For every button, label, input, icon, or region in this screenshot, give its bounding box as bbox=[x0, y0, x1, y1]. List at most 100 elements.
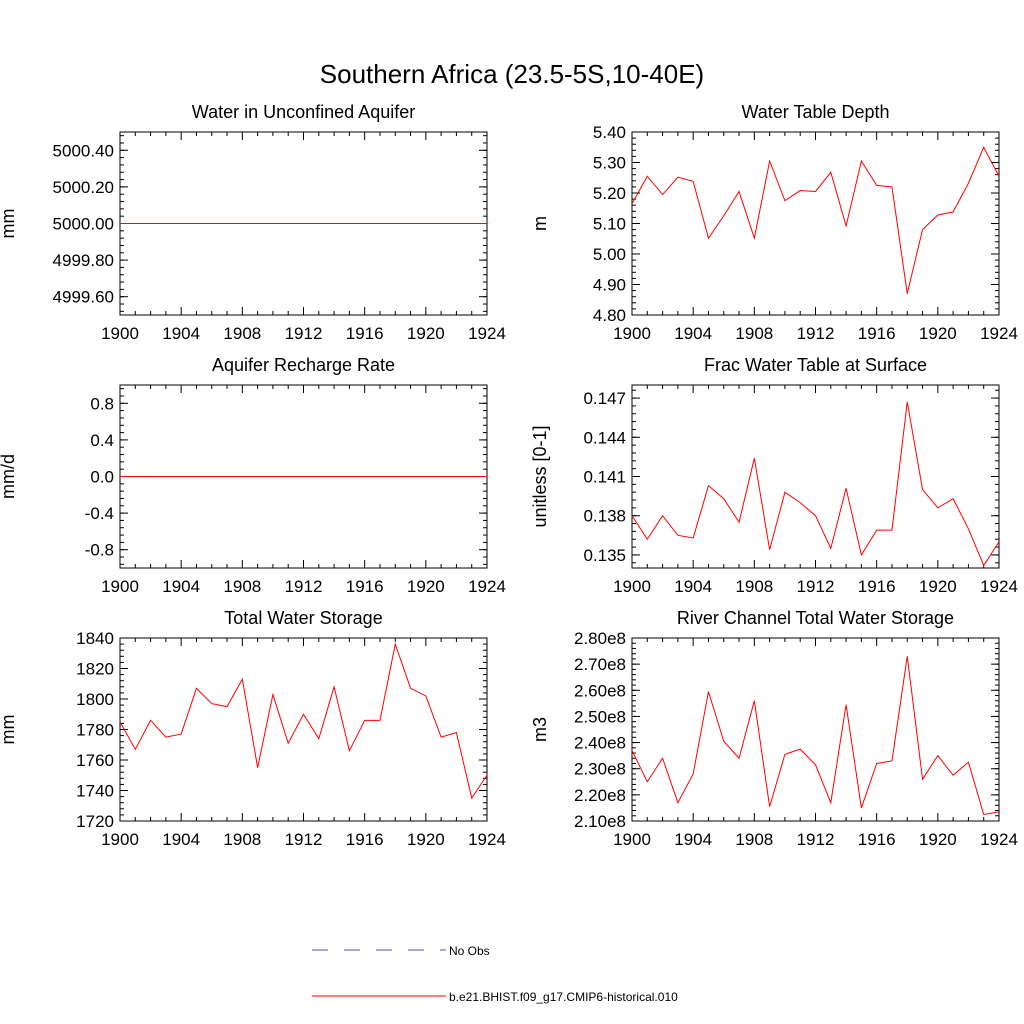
river-channel-total-water-storage-xtick-label: 1900 bbox=[613, 830, 651, 849]
water-in-unconfined-aquifer-xtick-label: 1908 bbox=[223, 324, 261, 343]
river-channel-total-water-storage-title: River Channel Total Water Storage bbox=[677, 608, 954, 628]
frac-water-table-at-surface-xtick-label: 1900 bbox=[613, 577, 651, 596]
water-in-unconfined-aquifer-xtick-label: 1924 bbox=[468, 324, 506, 343]
river-channel-total-water-storage-xtick-label: 1908 bbox=[735, 830, 773, 849]
total-water-storage-xtick-label: 1900 bbox=[101, 830, 139, 849]
water-table-depth-ytick-label: 5.30 bbox=[593, 154, 626, 173]
water-table-depth-ylabel: m bbox=[530, 216, 550, 231]
total-water-storage-ytick-label: 1760 bbox=[76, 751, 114, 770]
total-water-storage-ytick-label: 1820 bbox=[76, 660, 114, 679]
total-water-storage-frame bbox=[119, 637, 488, 822]
frac-water-table-at-surface-xtick-label: 1924 bbox=[980, 577, 1018, 596]
aquifer-recharge-rate-ytick-label: 0.4 bbox=[90, 431, 114, 450]
frac-water-table-at-surface-ytick-label: 0.135 bbox=[583, 546, 626, 565]
total-water-storage-ytick-label: 1800 bbox=[76, 690, 114, 709]
water-table-depth-ytick-label: 4.80 bbox=[593, 306, 626, 325]
aquifer-recharge-rate-xtick-label: 1920 bbox=[407, 577, 445, 596]
water-table-depth-xtick-label: 1904 bbox=[674, 324, 712, 343]
panel-frac-water-table-at-surface: Frac Water Table at Surface 1900 1904 1908 1… bbox=[530, 355, 1018, 596]
total-water-storage-xtick-label: 1920 bbox=[407, 830, 445, 849]
river-channel-total-water-storage-xtick-label: 1924 bbox=[980, 830, 1018, 849]
water-table-depth-xtick-label: 1912 bbox=[797, 324, 835, 343]
water-in-unconfined-aquifer-ylabel: mm bbox=[0, 209, 18, 239]
total-water-storage-ytick-label: 1780 bbox=[76, 721, 114, 740]
total-water-storage-xtick-label: 1908 bbox=[223, 830, 261, 849]
aquifer-recharge-rate-xtick-label: 1916 bbox=[346, 577, 384, 596]
river-channel-total-water-storage-frame bbox=[631, 637, 1000, 822]
panel-river-channel-total-water-storage: River Channel Total Water Storage 1900 190… bbox=[530, 608, 1018, 849]
total-water-storage-series-line bbox=[119, 642, 488, 800]
water-in-unconfined-aquifer-ytick-label: 4999.60 bbox=[53, 288, 114, 307]
panels: Water in Unconfined Aquifer 1900 1904 1908 1… bbox=[0, 102, 1018, 849]
water-table-depth-frame bbox=[631, 131, 1000, 316]
water-in-unconfined-aquifer-title: Water in Unconfined Aquifer bbox=[192, 102, 415, 122]
water-in-unconfined-aquifer-ytick-label: 5000.00 bbox=[53, 215, 114, 234]
water-table-depth-title: Water Table Depth bbox=[741, 102, 889, 122]
frac-water-table-at-surface-series-line bbox=[631, 401, 1000, 567]
river-channel-total-water-storage-ytick-label: 2.80e8 bbox=[574, 629, 626, 648]
water-table-depth-xtick-label: 1920 bbox=[919, 324, 957, 343]
aquifer-recharge-rate-ylabel: mm/d bbox=[0, 454, 18, 499]
water-in-unconfined-aquifer-ytick-label: 4999.80 bbox=[53, 251, 114, 270]
river-channel-total-water-storage-ytick-label: 2.20e8 bbox=[574, 786, 626, 805]
frac-water-table-at-surface-xtick-label: 1920 bbox=[919, 577, 957, 596]
frac-water-table-at-surface-xtick-label: 1912 bbox=[797, 577, 835, 596]
river-channel-total-water-storage-ylabel: m3 bbox=[530, 717, 550, 742]
aquifer-recharge-rate-xtick-label: 1900 bbox=[101, 577, 139, 596]
water-table-depth-xtick-label: 1924 bbox=[980, 324, 1018, 343]
water-table-depth-xtick-label: 1916 bbox=[858, 324, 896, 343]
total-water-storage-ylabel: mm bbox=[0, 715, 18, 745]
legend: No Obs b.e21.BHIST.f09_g17.CMIP6-historic… bbox=[312, 944, 678, 1004]
water-in-unconfined-aquifer-xtick-label: 1920 bbox=[407, 324, 445, 343]
aquifer-recharge-rate-xtick-label: 1904 bbox=[162, 577, 200, 596]
river-channel-total-water-storage-ytick-label: 2.30e8 bbox=[574, 760, 626, 779]
frac-water-table-at-surface-ylabel: unitless [0-1] bbox=[530, 425, 550, 527]
aquifer-recharge-rate-xtick-label: 1924 bbox=[468, 577, 506, 596]
panel-total-water-storage: Total Water Storage 1900 1904 1908 1912 1916 1… bbox=[0, 608, 506, 849]
water-table-depth-xtick-label: 1900 bbox=[613, 324, 651, 343]
figure-title: Southern Africa (23.5-5S,10-40E) bbox=[320, 59, 704, 89]
water-table-depth-ytick-label: 5.00 bbox=[593, 245, 626, 264]
total-water-storage-xtick-label: 1916 bbox=[346, 830, 384, 849]
frac-water-table-at-surface-xtick-label: 1908 bbox=[735, 577, 773, 596]
water-in-unconfined-aquifer-xtick-label: 1900 bbox=[101, 324, 139, 343]
water-in-unconfined-aquifer-ytick-label: 5000.40 bbox=[53, 141, 114, 160]
aquifer-recharge-rate-xtick-label: 1908 bbox=[223, 577, 261, 596]
aquifer-recharge-rate-title: Aquifer Recharge Rate bbox=[212, 355, 395, 375]
frac-water-table-at-surface-frame bbox=[631, 384, 1000, 569]
river-channel-total-water-storage-ytick-label: 2.10e8 bbox=[574, 812, 626, 831]
water-in-unconfined-aquifer-xtick-label: 1916 bbox=[346, 324, 384, 343]
aquifer-recharge-rate-ytick-label: -0.4 bbox=[85, 504, 114, 523]
water-table-depth-ytick-label: 5.10 bbox=[593, 215, 626, 234]
water-table-depth-xtick-label: 1908 bbox=[735, 324, 773, 343]
river-channel-total-water-storage-ytick-label: 2.60e8 bbox=[574, 681, 626, 700]
water-in-unconfined-aquifer-xtick-label: 1912 bbox=[285, 324, 323, 343]
total-water-storage-xtick-label: 1904 bbox=[162, 830, 200, 849]
water-table-depth-ytick-label: 4.90 bbox=[593, 276, 626, 295]
total-water-storage-ytick-label: 1720 bbox=[76, 812, 114, 831]
aquifer-recharge-rate-ytick-label: 0.8 bbox=[90, 394, 114, 413]
frac-water-table-at-surface-xtick-label: 1916 bbox=[858, 577, 896, 596]
aquifer-recharge-rate-ytick-label: 0.0 bbox=[90, 468, 114, 487]
total-water-storage-ytick-label: 1740 bbox=[76, 782, 114, 801]
total-water-storage-xtick-label: 1912 bbox=[285, 830, 323, 849]
river-channel-total-water-storage-series-line bbox=[631, 656, 1000, 816]
total-water-storage-xtick-label: 1924 bbox=[468, 830, 506, 849]
frac-water-table-at-surface-ytick-label: 0.141 bbox=[583, 468, 626, 487]
frac-water-table-at-surface-xtick-label: 1904 bbox=[674, 577, 712, 596]
river-channel-total-water-storage-ytick-label: 2.70e8 bbox=[574, 655, 626, 674]
legend-label-1: No Obs bbox=[449, 944, 490, 958]
frac-water-table-at-surface-title: Frac Water Table at Surface bbox=[704, 355, 927, 375]
water-in-unconfined-aquifer-xtick-label: 1904 bbox=[162, 324, 200, 343]
legend-label-2: b.e21.BHIST.f09_g17.CMIP6-historical.010 bbox=[449, 990, 678, 1004]
total-water-storage-title: Total Water Storage bbox=[224, 608, 382, 628]
river-channel-total-water-storage-xtick-label: 1920 bbox=[919, 830, 957, 849]
river-channel-total-water-storage-xtick-label: 1916 bbox=[858, 830, 896, 849]
frac-water-table-at-surface-ytick-label: 0.138 bbox=[583, 507, 626, 526]
river-channel-total-water-storage-ytick-label: 2.40e8 bbox=[574, 734, 626, 753]
frac-water-table-at-surface-ytick-label: 0.147 bbox=[583, 389, 626, 408]
river-channel-total-water-storage-ytick-label: 2.50e8 bbox=[574, 707, 626, 726]
aquifer-recharge-rate-ytick-label: -0.8 bbox=[85, 541, 114, 560]
river-channel-total-water-storage-xtick-label: 1904 bbox=[674, 830, 712, 849]
